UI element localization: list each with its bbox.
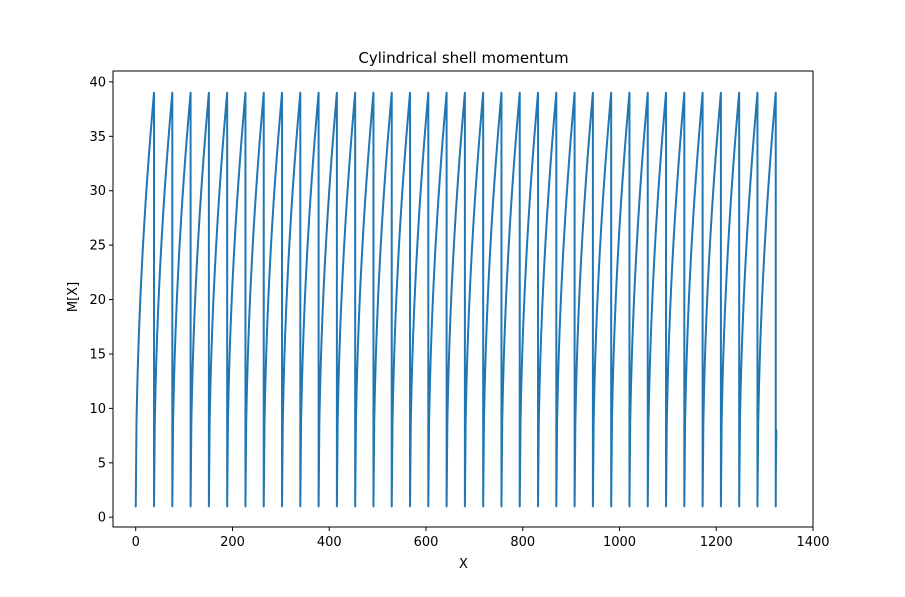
x-tick-label: 1000 (603, 535, 636, 550)
axes: 0 200 400 600 800 1000 1200 1400 0 5 10 15 20 25 30 35 4… (89, 70, 830, 550)
axes-frame (112, 70, 814, 528)
y-tick-label: 5 (98, 456, 106, 471)
chart-title: Cylindrical shell momentum (358, 49, 568, 67)
x-tick-label: 0 (132, 535, 140, 550)
x-axis-label: X (459, 557, 468, 572)
y-tick-label: 30 (89, 184, 106, 199)
y-tick-label: 15 (89, 347, 106, 362)
x-tick-label: 200 (220, 535, 245, 550)
x-tick-label: 1400 (796, 535, 829, 550)
series-line-0 (134, 91, 778, 508)
x-tick-label: 400 (317, 535, 342, 550)
y-tick-label: 10 (89, 402, 106, 417)
y-tick-label: 20 (89, 293, 106, 308)
x-tick-label: 800 (510, 535, 535, 550)
y-tick-label: 25 (89, 239, 106, 254)
x-tick-label: 1200 (700, 535, 733, 550)
plot-area (134, 91, 778, 508)
y-tick-label: 0 (98, 511, 106, 526)
y-tick-label: 35 (89, 130, 106, 145)
y-axis-label: M[X] (66, 282, 81, 312)
y-tick-label: 40 (89, 75, 106, 90)
x-tick-label: 600 (414, 535, 439, 550)
